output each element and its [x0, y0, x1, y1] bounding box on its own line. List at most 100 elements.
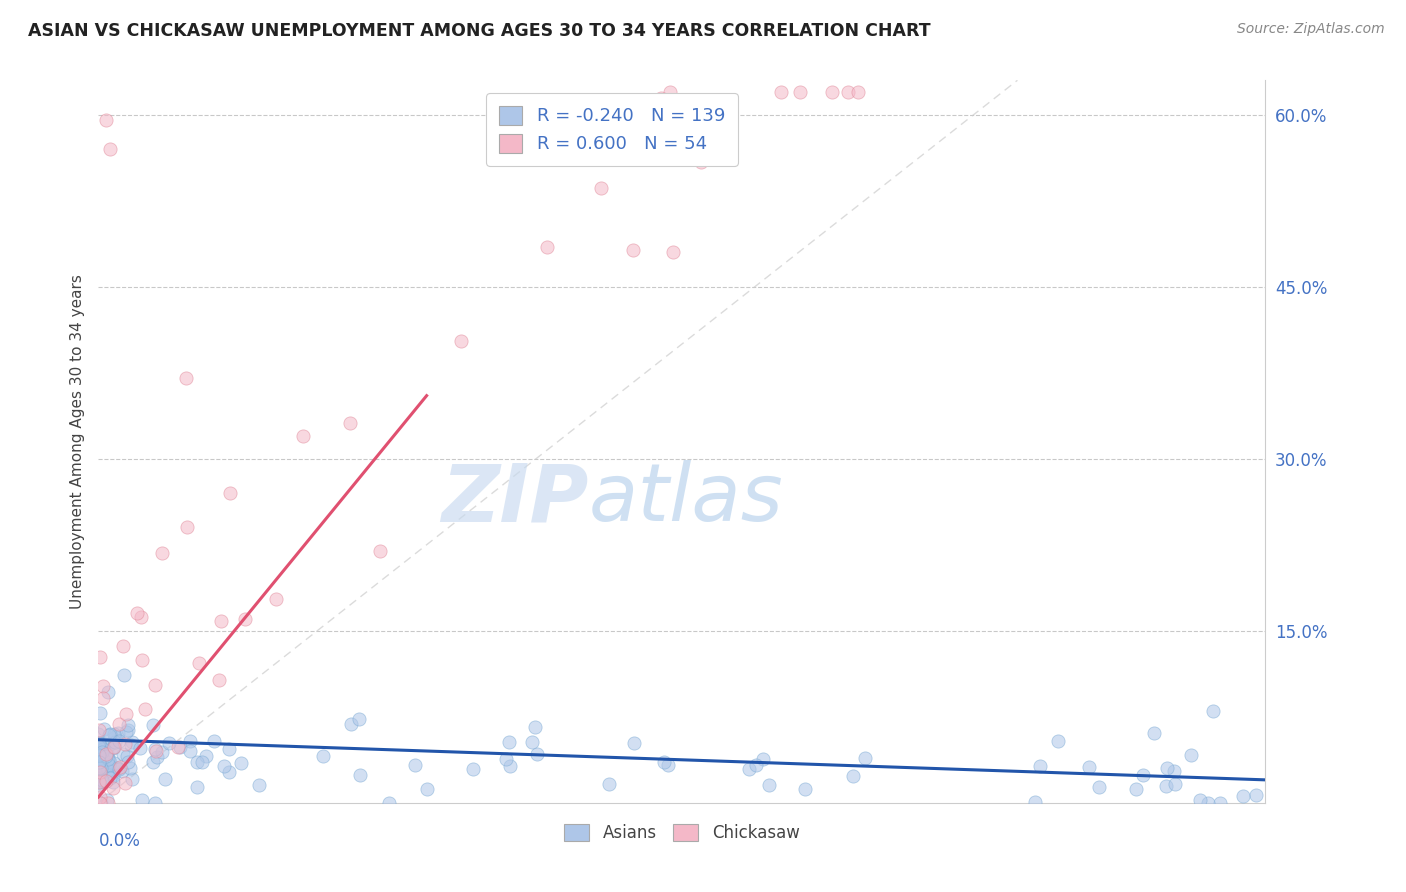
Point [247, 779, 270, 793]
Point [108, 760, 131, 774]
Point [97, 752, 120, 766]
Point [841, 769, 863, 783]
Point [87, 774, 110, 789]
Point [661, 244, 683, 259]
Point [87, 775, 110, 789]
Point [98, 771, 121, 785]
Point [87, 746, 110, 760]
Point [349, 767, 371, 781]
Point [231, 756, 253, 770]
Point [752, 752, 775, 766]
Point [167, 740, 190, 755]
Point [450, 334, 472, 348]
Point [150, 745, 173, 759]
Point [1125, 782, 1147, 797]
Text: atlas: atlas [589, 460, 783, 539]
Point [114, 725, 136, 739]
Point [291, 429, 314, 443]
Point [97, 728, 120, 742]
Point [1164, 777, 1187, 791]
Point [104, 730, 127, 744]
Point [87, 748, 110, 763]
Point [96, 746, 118, 760]
Point [264, 592, 287, 607]
Point [704, 150, 727, 164]
Point [837, 85, 859, 99]
Point [101, 780, 124, 795]
Point [312, 749, 335, 764]
Point [101, 740, 124, 755]
Point [218, 486, 240, 500]
Point [90, 744, 112, 758]
Point [591, 181, 613, 195]
Point [650, 91, 672, 105]
Point [758, 778, 780, 792]
Point [652, 755, 675, 769]
Point [415, 782, 437, 797]
Point [194, 749, 217, 764]
Point [101, 740, 124, 755]
Point [89, 765, 111, 780]
Legend: Asians, Chickasaw: Asians, Chickasaw [558, 817, 806, 848]
Point [94, 748, 117, 763]
Point [89, 757, 111, 772]
Point [169, 740, 191, 755]
Point [1202, 705, 1225, 719]
Point [186, 780, 208, 794]
Point [141, 756, 163, 770]
Point [770, 85, 793, 99]
Point [143, 742, 166, 756]
Point [131, 653, 153, 667]
Point [103, 739, 125, 754]
Point [87, 727, 110, 741]
Point [87, 755, 110, 769]
Point [103, 774, 125, 789]
Point [89, 737, 111, 751]
Point [349, 712, 371, 726]
Point [498, 735, 520, 749]
Point [145, 749, 167, 764]
Point [96, 756, 118, 771]
Point [91, 742, 114, 756]
Point [90, 773, 112, 788]
Point [91, 775, 114, 789]
Point [793, 782, 815, 797]
Point [97, 684, 120, 698]
Text: Source: ZipAtlas.com: Source: ZipAtlas.com [1237, 22, 1385, 37]
Point [179, 744, 201, 758]
Point [218, 765, 240, 780]
Point [120, 738, 142, 752]
Point [377, 796, 399, 810]
Point [176, 520, 198, 534]
Point [623, 736, 645, 750]
Point [105, 761, 128, 775]
Point [87, 775, 110, 789]
Point [96, 793, 118, 807]
Point [853, 750, 876, 764]
Point [1232, 789, 1254, 804]
Point [821, 85, 844, 99]
Point [87, 737, 110, 751]
Point [107, 725, 129, 739]
Point [117, 718, 139, 732]
Point [90, 745, 112, 759]
Point [111, 764, 134, 778]
Point [89, 796, 111, 810]
Point [96, 764, 118, 778]
Point [689, 154, 711, 169]
Point [657, 757, 679, 772]
Point [218, 741, 240, 756]
Point [499, 759, 522, 773]
Point [98, 727, 121, 741]
Point [114, 737, 136, 751]
Y-axis label: Unemployment Among Ages 30 to 34 years: Unemployment Among Ages 30 to 34 years [69, 274, 84, 609]
Point [115, 707, 138, 722]
Point [134, 702, 156, 716]
Point [461, 763, 484, 777]
Point [340, 716, 363, 731]
Point [94, 747, 117, 762]
Point [186, 755, 208, 769]
Point [97, 763, 120, 777]
Point [789, 85, 811, 99]
Point [191, 755, 214, 769]
